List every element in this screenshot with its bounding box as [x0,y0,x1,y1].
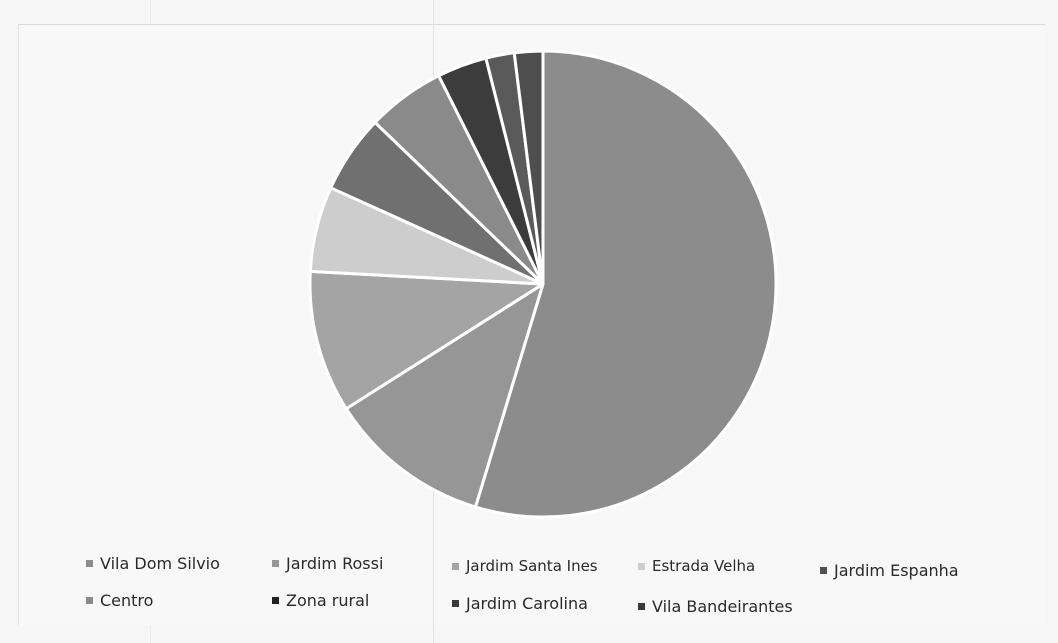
pie-slice-jardim-rossi [344,282,545,509]
pie-slice-vila-dom-silvio [473,49,778,519]
pie-slice-vila-bandeirantes [512,49,545,286]
pie-slice-jardim-santa-ines [308,269,545,411]
